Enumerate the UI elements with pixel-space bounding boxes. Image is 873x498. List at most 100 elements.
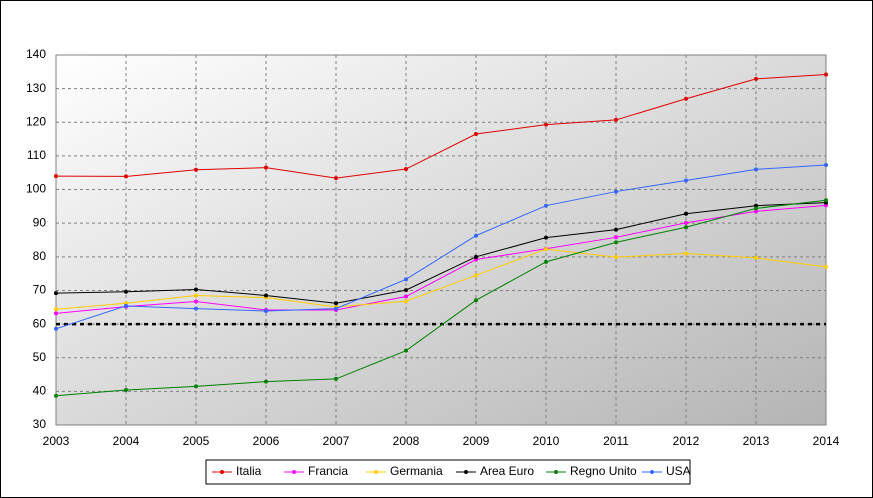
point <box>684 211 688 216</box>
point <box>194 167 198 172</box>
point <box>544 247 548 252</box>
point <box>474 233 478 238</box>
point <box>54 291 58 296</box>
legend-marker <box>464 470 468 474</box>
point <box>194 306 198 311</box>
point <box>264 308 268 313</box>
y-tick-label: 80 <box>33 249 47 263</box>
plot-area <box>56 55 826 425</box>
point <box>614 227 618 232</box>
point <box>404 167 408 172</box>
y-tick-label: 100 <box>26 182 46 196</box>
point <box>824 162 828 167</box>
x-tick-label: 2011 <box>603 434 629 448</box>
point <box>334 301 338 306</box>
legend-marker <box>554 470 558 474</box>
legend-label: Regno Unito <box>570 464 637 478</box>
series-line <box>55 248 827 310</box>
point <box>194 287 198 292</box>
point <box>544 235 548 240</box>
point <box>404 277 408 282</box>
x-tick-label: 2004 <box>113 434 140 448</box>
x-tick-label: 2010 <box>533 434 560 448</box>
point <box>54 174 58 179</box>
point <box>54 307 58 312</box>
point <box>614 240 618 245</box>
point <box>474 254 478 259</box>
legend-label: Area Euro <box>480 464 534 478</box>
x-tick-label: 2012 <box>673 434 700 448</box>
series-line <box>55 164 827 330</box>
x-tick-label: 2013 <box>743 434 770 448</box>
y-tick-label: 30 <box>33 417 47 431</box>
point <box>264 293 268 298</box>
point <box>264 379 268 384</box>
x-tick-label: 2014 <box>813 434 840 448</box>
point <box>334 306 338 311</box>
point <box>264 165 268 170</box>
point <box>404 294 408 299</box>
point <box>404 288 408 293</box>
point <box>824 72 828 77</box>
point <box>194 293 198 298</box>
point <box>54 326 58 331</box>
x-tick-label: 2005 <box>183 434 210 448</box>
point <box>754 255 758 260</box>
point <box>474 132 478 137</box>
point <box>824 264 828 269</box>
series-line <box>55 202 827 304</box>
x-tick-label: 2009 <box>463 434 490 448</box>
point <box>54 311 58 316</box>
point <box>544 203 548 208</box>
legend-label: Francia <box>308 464 348 478</box>
point <box>614 189 618 194</box>
y-tick-label: 140 <box>26 47 46 61</box>
grid <box>55 54 827 426</box>
labels: 30 40 50 60 70 80 90 100 110 120 130 140 2003 2004 200… <box>26 47 840 448</box>
y-tick-label: 50 <box>33 350 47 364</box>
y-tick-label: 130 <box>26 81 46 95</box>
point <box>124 388 128 393</box>
point <box>544 122 548 127</box>
point <box>474 298 478 303</box>
legend-marker <box>220 470 224 474</box>
y-tick-label: 90 <box>33 215 47 229</box>
point <box>614 235 618 240</box>
point <box>684 96 688 101</box>
series-line <box>55 204 827 314</box>
legend-marker <box>292 470 296 474</box>
point <box>124 174 128 179</box>
legend-label: Italia <box>236 464 262 478</box>
point <box>194 384 198 389</box>
point <box>824 198 828 203</box>
series-line <box>55 74 827 179</box>
point <box>614 117 618 122</box>
legend-label: USA <box>666 464 691 478</box>
point <box>474 273 478 278</box>
y-tick-label: 120 <box>26 114 46 128</box>
plot-border <box>55 54 827 426</box>
legend-marker <box>374 470 378 474</box>
legend: Italia Francia Germania Area Euro Regno Unit… <box>212 464 691 478</box>
point <box>614 255 618 260</box>
point <box>124 289 128 294</box>
series-line <box>55 199 827 397</box>
point <box>754 76 758 81</box>
point <box>334 376 338 381</box>
point <box>124 303 128 308</box>
y-tick-label: 70 <box>33 283 47 297</box>
point <box>54 393 58 398</box>
point <box>684 220 688 225</box>
legend-label: Germania <box>390 464 443 478</box>
point <box>404 348 408 353</box>
y-tick-label: 60 <box>33 316 47 330</box>
point <box>684 178 688 183</box>
legend-marker <box>650 470 654 474</box>
x-tick-label: 2006 <box>253 434 280 448</box>
x-tick-label: 2007 <box>323 434 350 448</box>
y-tick-label: 40 <box>33 384 47 398</box>
point <box>334 176 338 181</box>
x-tick-label: 2008 <box>393 434 420 448</box>
x-tick-label: 2003 <box>43 434 70 448</box>
